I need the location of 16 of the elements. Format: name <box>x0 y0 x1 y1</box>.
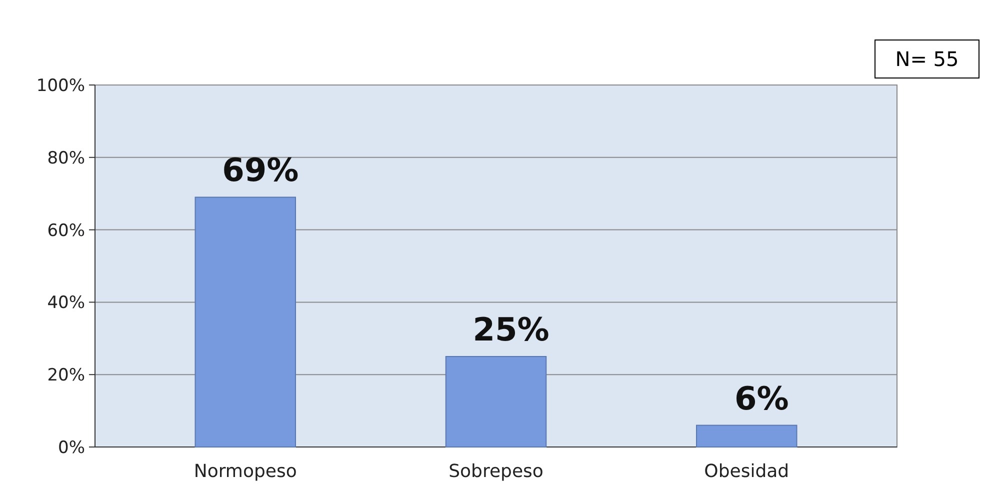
x-tick-label: Sobrepeso <box>448 461 544 482</box>
data-label: 25% <box>472 310 550 348</box>
x-tick-label: Obesidad <box>704 461 790 482</box>
data-label: 69% <box>222 151 299 190</box>
x-tick-label: Normopeso <box>194 461 297 482</box>
y-tick-label: 100% <box>36 76 85 96</box>
y-tick-label: 20% <box>47 366 85 386</box>
data-label: 6% <box>734 379 789 418</box>
y-tick-label: 40% <box>47 293 85 314</box>
bar <box>696 424 798 448</box>
text: N= 55 <box>895 47 959 71</box>
bar <box>194 196 296 448</box>
y-tick-label: 60% <box>47 220 85 241</box>
bar <box>445 356 547 448</box>
y-tick-label: 80% <box>47 148 85 168</box>
y-tick-label: 0% <box>58 438 85 458</box>
